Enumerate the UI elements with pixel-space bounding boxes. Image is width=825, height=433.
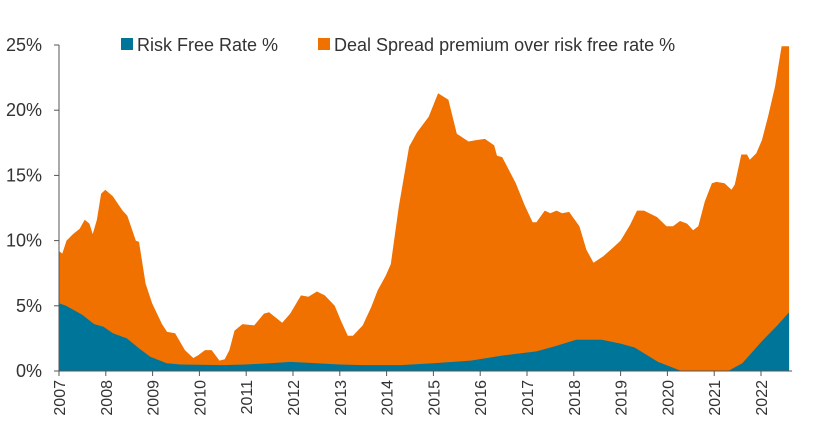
legend-label-deal-spread: Deal Spread premium over risk free rate … xyxy=(334,35,675,55)
plot-areas xyxy=(59,46,790,372)
x-tick-label: 2019 xyxy=(614,380,631,416)
legend: Risk Free Rate % Deal Spread premium ove… xyxy=(121,35,675,55)
legend-label-risk-free: Risk Free Rate % xyxy=(137,35,278,55)
x-tick-label: 2016 xyxy=(473,380,490,416)
area-deal-spread xyxy=(59,46,790,372)
x-tick-label: 2018 xyxy=(567,380,584,416)
x-tick-label: 2007 xyxy=(52,380,69,416)
x-tick-label: 2013 xyxy=(333,380,350,416)
x-tick-label: 2008 xyxy=(99,380,116,416)
x-tick-label: 2021 xyxy=(707,380,724,416)
y-tick-label: 25% xyxy=(6,35,42,55)
legend-swatch-deal-spread xyxy=(318,38,330,50)
x-tick-label: 2012 xyxy=(286,380,303,416)
x-tick-label: 2015 xyxy=(426,380,443,416)
x-tick-label: 2022 xyxy=(754,380,771,416)
x-tick-label: 2017 xyxy=(520,380,537,416)
y-axis-ticks: 0% 5% 10% 15% 20% 25% xyxy=(6,35,59,381)
area-risk-free-rate xyxy=(59,303,790,371)
x-tick-label: 2020 xyxy=(660,380,677,416)
x-tick-label: 2010 xyxy=(192,380,209,416)
y-tick-label: 20% xyxy=(6,100,42,120)
legend-swatch-risk-free xyxy=(121,38,133,50)
x-tick-label: 2009 xyxy=(146,380,163,416)
x-tick-label: 2014 xyxy=(380,380,397,416)
y-tick-label: 0% xyxy=(16,361,42,381)
y-tick-label: 5% xyxy=(16,296,42,316)
y-tick-label: 10% xyxy=(6,231,42,251)
x-axis-ticks: 2007 2008 2009 2010 2011 2012 2013 2014 2015 2016… xyxy=(52,371,771,416)
x-tick-label: 2011 xyxy=(239,380,256,415)
y-tick-label: 15% xyxy=(6,165,42,185)
